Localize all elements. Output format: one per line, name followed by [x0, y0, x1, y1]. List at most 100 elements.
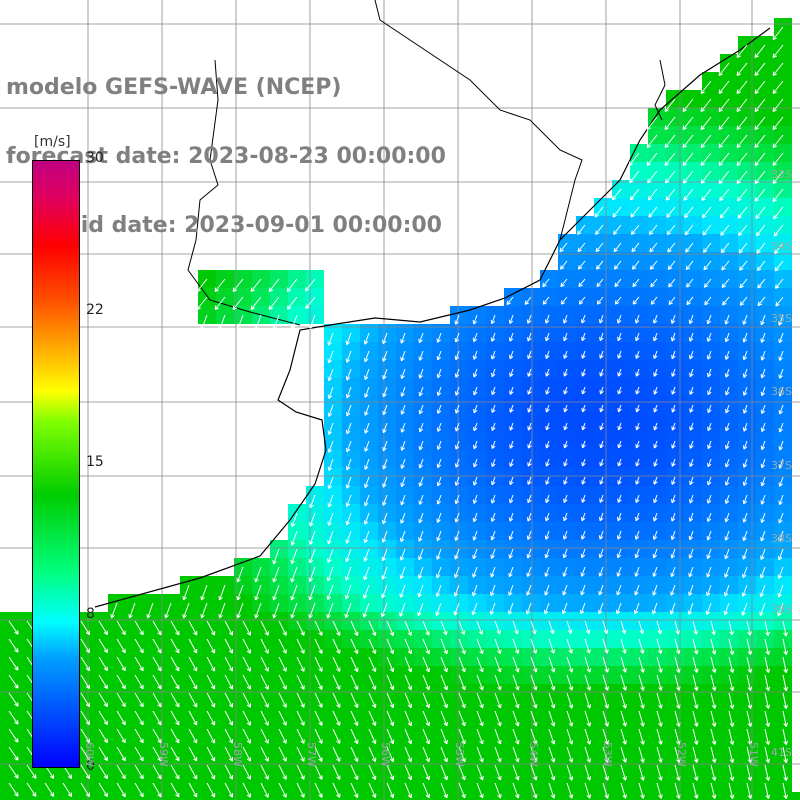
wind-arrow-head	[286, 289, 291, 292]
wind-arrow-head	[581, 516, 583, 521]
wind-arrow-head	[571, 722, 574, 727]
wind-arrow-head	[400, 339, 402, 344]
wind-arrow-head	[581, 592, 585, 596]
wind-arrow-head	[264, 722, 269, 726]
wind-arrow-head	[268, 289, 273, 292]
wind-arrow	[386, 638, 394, 654]
wind-arrow-head	[443, 668, 448, 673]
wind-arrow-head	[490, 591, 492, 596]
wind-arrow	[509, 494, 514, 504]
wind-arrow-head	[635, 336, 637, 341]
wind-arrow	[491, 314, 496, 324]
wind-arrow-head	[535, 776, 538, 781]
wind-arrow-head	[491, 518, 496, 522]
wind-arrow-head	[436, 612, 440, 616]
wind-arrow-head	[578, 267, 583, 270]
wind-arrow	[530, 620, 536, 634]
wind-arrow	[98, 728, 108, 743]
wind-arrow-head	[642, 649, 645, 654]
wind-arrow	[563, 314, 568, 324]
wind-arrow	[563, 332, 568, 341]
wind-arrow-head	[596, 282, 599, 287]
wind-arrow-head	[268, 307, 273, 310]
wind-arrow-head	[443, 776, 448, 781]
wind-arrow	[614, 260, 622, 270]
wind-arrow	[566, 764, 573, 781]
wind-arrow-head	[760, 356, 763, 361]
wind-arrow	[260, 638, 269, 654]
wind-arrow	[509, 368, 514, 377]
wind-arrow	[686, 296, 694, 305]
wind-arrow	[382, 494, 388, 506]
wind-arrow-head	[742, 409, 745, 414]
wind-arrow-head	[743, 410, 748, 414]
wind-arrow	[152, 764, 162, 780]
wind-arrow	[368, 764, 376, 780]
wind-arrow-head	[526, 535, 529, 540]
wind-arrow-head	[254, 578, 256, 583]
wind-arrow-head	[85, 740, 90, 744]
wind-arrow-head	[560, 300, 563, 305]
wind-arrow-head	[543, 609, 546, 615]
wind-arrow-head	[517, 629, 519, 634]
wind-arrow	[188, 692, 198, 708]
wind-arrow-head	[85, 704, 90, 708]
wind-arrow-head	[666, 198, 671, 201]
wind-arrow-head	[553, 686, 556, 691]
wind-arrow-head	[346, 521, 351, 526]
wind-arrow-head	[606, 629, 609, 634]
wind-arrow	[224, 746, 233, 762]
wind-arrow-head	[67, 794, 72, 797]
wind-arrow-head	[765, 741, 769, 745]
wind-arrow-head	[567, 630, 572, 634]
wind-arrow	[473, 422, 478, 431]
wind-arrow	[494, 638, 501, 654]
wind-arrow	[134, 692, 144, 708]
wind-arrow-head	[121, 740, 126, 744]
wind-arrow-head	[666, 213, 668, 218]
wind-arrow-head	[563, 462, 565, 467]
wind-arrow	[491, 548, 496, 559]
wind-arrow	[400, 584, 406, 598]
wind-arrow-head	[689, 390, 691, 395]
wind-arrow-head	[528, 409, 532, 413]
wind-arrow	[530, 710, 537, 727]
wind-arrow-head	[671, 445, 676, 449]
wind-arrow-head	[706, 355, 709, 360]
wind-arrow-head	[757, 303, 762, 307]
wind-arrow-head	[473, 321, 478, 325]
wind-arrow-head	[336, 632, 341, 636]
wind-arrow	[566, 674, 573, 691]
wind-arrow-head	[175, 722, 180, 726]
wind-arrow	[472, 584, 478, 597]
wind-arrow	[782, 728, 787, 745]
wind-arrow-head	[553, 668, 556, 673]
wind-arrow-head	[401, 375, 405, 379]
wind-arrow-head	[642, 686, 645, 691]
wind-arrow-head	[527, 499, 532, 504]
wind-arrow	[527, 314, 532, 324]
wind-arrow	[328, 350, 334, 364]
wind-arrow	[646, 116, 658, 130]
wind-arrow-head	[580, 590, 582, 596]
wind-arrow	[600, 422, 604, 431]
wind-arrow-head	[461, 794, 466, 799]
wind-arrow	[98, 764, 108, 779]
wind-arrow	[508, 602, 514, 615]
wind-arrow-head	[400, 464, 402, 469]
wind-arrow-head	[622, 705, 626, 709]
wind-arrow	[473, 350, 478, 360]
wind-arrow-head	[400, 519, 402, 524]
wind-arrow-head	[121, 776, 126, 780]
wind-arrow-head	[560, 282, 563, 287]
wind-arrow	[368, 746, 376, 762]
wind-arrow-head	[630, 213, 633, 218]
wind-arrow	[296, 620, 305, 636]
wind-arrow-head	[560, 265, 562, 270]
wind-arrow	[578, 296, 586, 305]
wind-arrow	[206, 692, 216, 708]
wind-arrow-head	[651, 610, 654, 615]
wind-arrow	[278, 782, 287, 798]
wind-arrow-head	[461, 704, 466, 709]
wind-arrow-head	[724, 573, 726, 578]
